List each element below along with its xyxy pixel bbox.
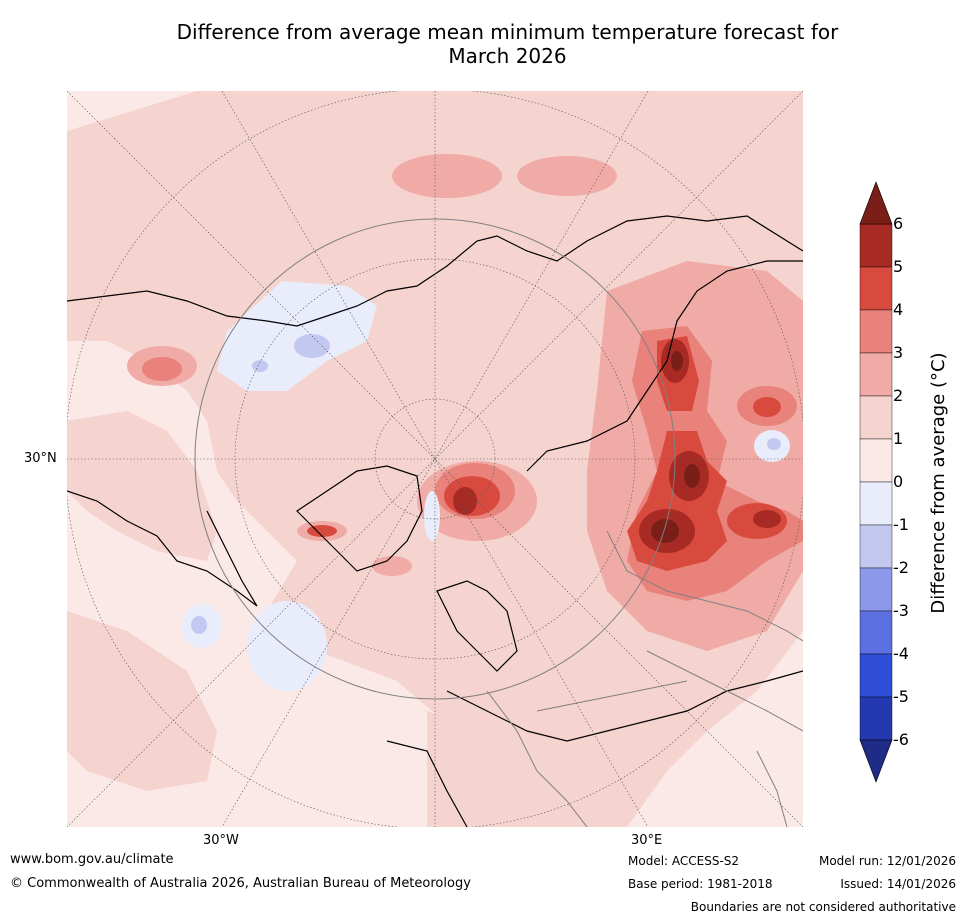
- colorbar-tick-label: 5: [893, 257, 904, 276]
- colorbar-tick-label: -6: [893, 730, 909, 749]
- colorbar: [859, 181, 893, 783]
- model-info: Model: ACCESS-S2: [628, 854, 740, 868]
- colorbar-under-arrow: [859, 739, 893, 783]
- colorbar-tick-label: 6: [893, 214, 904, 233]
- colorbar-tick-label: -4: [893, 644, 909, 663]
- model-run: Model run: 12/01/2026: [818, 854, 956, 868]
- coastlines: [67, 215, 803, 827]
- colorbar-bin: [859, 395, 893, 440]
- colorbar-tick-label: -1: [893, 515, 909, 534]
- colorbar-tick-label: -2: [893, 558, 909, 577]
- colorbar-tick-label: -5: [893, 687, 909, 706]
- title-line-1: Difference from average mean minimum tem…: [176, 20, 839, 44]
- map-canvas: [67, 91, 803, 827]
- copyright-text: © Commonwealth of Australia 2026, Austra…: [10, 876, 471, 891]
- anomaly-over-6-regions: [651, 351, 700, 543]
- colorbar-tick-label: 1: [893, 429, 904, 448]
- colorbar-bins: [859, 223, 893, 741]
- colorbar-bin: [859, 352, 893, 397]
- forecast-map[interactable]: [67, 91, 803, 827]
- colorbar-bin: [859, 610, 893, 655]
- colorbar-tick-label: 0: [893, 472, 904, 491]
- colorbar-tick-label: -3: [893, 601, 909, 620]
- colorbar-bin: [859, 481, 893, 526]
- colorbar-tick-label: 4: [893, 300, 904, 319]
- website-link[interactable]: www.bom.gov.au/climate: [10, 852, 174, 867]
- lat-label-30n: 30°N: [24, 451, 57, 466]
- issued-date: Issued: 14/01/2026: [840, 877, 956, 891]
- lon-label-30e: 30°E: [631, 833, 663, 848]
- colorbar-bin: [859, 567, 893, 612]
- colorbar-tick-label: 3: [893, 343, 904, 362]
- graticule: [67, 91, 803, 827]
- colorbar-bin: [859, 309, 893, 354]
- colorbar-bin: [859, 438, 893, 483]
- colorbar-tick-label: 2: [893, 386, 904, 405]
- colorbar-bin: [859, 266, 893, 311]
- boundaries-disclaimer: Boundaries are not considered authoritat…: [690, 900, 956, 914]
- lon-label-30w: 30°W: [203, 833, 239, 848]
- map-title: Difference from average mean minimum tem…: [0, 20, 965, 68]
- 40n-circle: [194, 218, 676, 700]
- anomaly-minus1-minus2-regions: [191, 334, 781, 634]
- title-line-2: March 2026: [448, 44, 567, 68]
- base-period: Base period: 1981-2018: [628, 877, 773, 891]
- colorbar-bin: [859, 223, 893, 268]
- colorbar-bin: [859, 653, 893, 698]
- colorbar-over-arrow: [859, 181, 893, 225]
- colorbar-bin: [859, 696, 893, 741]
- colorbar-bin: [859, 524, 893, 569]
- colorbar-label: Difference from average (°C): [928, 352, 949, 614]
